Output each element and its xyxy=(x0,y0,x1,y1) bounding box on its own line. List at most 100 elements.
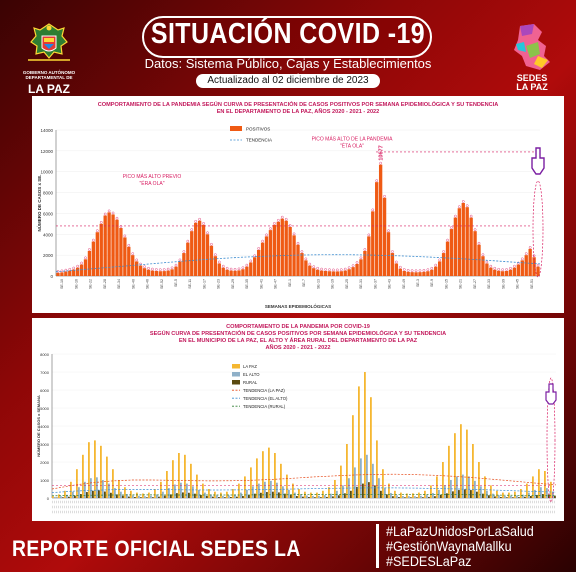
bar-la-paz xyxy=(190,463,192,498)
bar-positivos xyxy=(371,211,375,276)
chart2-subtitle: SEGÚN CURVA DE PRESENTACIÓN DE CASOS POS… xyxy=(149,331,447,337)
bar-la-paz xyxy=(358,386,360,498)
bar-el-alto xyxy=(288,489,290,498)
bar-la-paz xyxy=(286,474,288,498)
data-point-marker xyxy=(135,258,138,262)
bar-positivos xyxy=(111,214,115,276)
data-point-marker xyxy=(96,229,99,232)
bar-rural xyxy=(338,495,340,498)
bar-la-paz xyxy=(172,460,174,498)
bar-rural xyxy=(224,497,226,498)
bar-el-alto xyxy=(228,495,230,498)
x-tick-label: SE-10 xyxy=(60,279,64,289)
bar-el-alto xyxy=(300,494,302,498)
bar-el-alto xyxy=(534,489,536,498)
data-point-marker xyxy=(509,266,512,270)
bar-positivos xyxy=(316,269,320,276)
bar-el-alto xyxy=(216,495,218,498)
data-point-marker xyxy=(76,264,79,268)
data-point-marker xyxy=(316,266,319,270)
legend-swatch xyxy=(232,372,240,377)
bar-positivos xyxy=(276,221,280,276)
last-weeks-highlight xyxy=(532,180,544,278)
bar-positivos xyxy=(75,267,80,276)
x-tick-label: SE-46 xyxy=(146,279,150,289)
bar-rural xyxy=(80,494,82,498)
trend-line xyxy=(51,473,557,490)
bar-positivos xyxy=(233,270,237,276)
data-point-marker xyxy=(454,214,457,218)
data-point-marker xyxy=(434,263,438,267)
data-point-marker xyxy=(166,267,170,271)
bar-la-paz xyxy=(412,493,414,498)
bar-la-paz xyxy=(250,467,252,498)
bar-rural xyxy=(290,494,292,498)
bar-positivos xyxy=(402,270,406,276)
bar-positivos xyxy=(79,264,84,276)
bar-la-paz xyxy=(148,492,150,498)
annotation-highest-peak: PICO MÁS ALTO DE LA PANDEMIA xyxy=(312,135,394,142)
bar-positivos xyxy=(304,260,308,276)
data-point-marker xyxy=(391,250,394,253)
bar-rural xyxy=(218,497,220,498)
bar-la-paz xyxy=(112,469,114,498)
bar-positivos xyxy=(536,266,540,276)
bar-positivos xyxy=(213,256,218,276)
bar-positivos xyxy=(430,269,434,276)
data-point-marker xyxy=(328,268,331,272)
data-point-marker xyxy=(206,231,209,235)
bar-el-alto xyxy=(72,491,74,498)
bar-positivos xyxy=(253,257,257,276)
bar-el-alto xyxy=(132,495,134,498)
data-point-marker xyxy=(469,214,473,218)
data-point-marker xyxy=(72,266,76,270)
bar-el-alto xyxy=(324,495,326,498)
bar-rural xyxy=(152,497,154,498)
data-point-marker xyxy=(265,233,268,237)
bar-el-alto xyxy=(540,487,542,498)
x-tick-label: SE-47 xyxy=(274,279,278,289)
bar-rural xyxy=(284,493,286,498)
bar-la-paz xyxy=(262,451,264,498)
bar-la-paz xyxy=(436,476,438,498)
bar-el-alto xyxy=(444,485,446,498)
bar-rural xyxy=(530,496,532,498)
y-axis-label: NÚMERO DE CASOS x SEMANA xyxy=(36,395,41,457)
footer-report-title: REPORTE OFICIAL SEDES LA PAZ xyxy=(12,532,372,572)
x-tick-label: SE-25 xyxy=(345,279,349,289)
bar-rural xyxy=(230,497,232,498)
data-point-marker xyxy=(277,218,280,222)
bar-el-alto xyxy=(186,483,188,498)
bar-rural xyxy=(320,497,322,498)
footer-report-text: REPORTE OFICIAL SEDES LA PAZ xyxy=(12,536,301,572)
bar-la-paz xyxy=(418,492,420,498)
bar-el-alto xyxy=(174,484,176,498)
data-point-marker xyxy=(103,212,107,216)
bar-positivos xyxy=(158,271,162,276)
bar-positivos xyxy=(477,244,481,276)
bar-el-alto xyxy=(360,458,362,498)
y-tick-label: 4000 xyxy=(40,424,50,429)
bar-el-alto xyxy=(198,489,200,498)
bar-el-alto xyxy=(492,493,494,498)
data-point-marker xyxy=(371,208,375,212)
x-tick-label: SE-9 xyxy=(430,279,434,287)
bar-el-alto xyxy=(384,488,386,498)
x-tick-label: SE-13 xyxy=(316,279,320,289)
bar-positivos xyxy=(197,220,202,276)
hashtag: #LaPazUnidosPorLaSalud xyxy=(386,523,534,539)
bar-el-alto xyxy=(84,481,86,498)
bar-la-paz xyxy=(430,485,432,498)
y-tick-label: 12000 xyxy=(40,149,53,154)
y-tick-label: 0 xyxy=(47,496,50,501)
bar-el-alto xyxy=(546,488,548,498)
bar-la-paz xyxy=(328,487,330,498)
bar-la-paz xyxy=(52,496,54,498)
data-point-marker xyxy=(292,232,296,236)
data-point-marker xyxy=(119,225,123,228)
data-point-marker xyxy=(520,257,524,261)
bar-la-paz xyxy=(478,462,480,498)
data-point-marker xyxy=(257,247,260,250)
bar-la-paz xyxy=(58,494,60,498)
data-point-marker xyxy=(450,226,453,229)
